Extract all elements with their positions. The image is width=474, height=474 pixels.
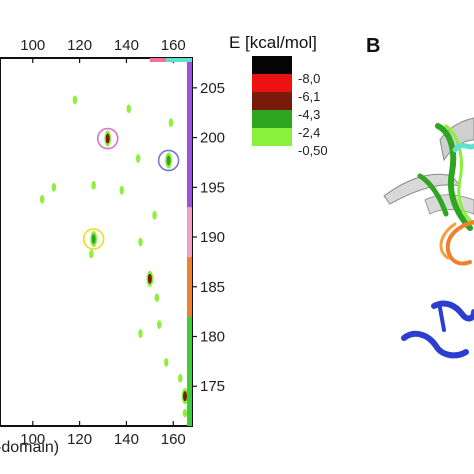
contact-core [168, 118, 174, 128]
contact-core [182, 391, 187, 402]
x-tick-label: 120 [67, 37, 92, 54]
legend-swatch [252, 74, 292, 92]
contact-core [119, 185, 124, 195]
contact-mark [72, 95, 78, 105]
x-tick-label: 140 [114, 431, 139, 448]
contact-core [39, 194, 45, 204]
contact-core [89, 249, 94, 259]
contact-core [178, 373, 183, 383]
contact-mark [181, 388, 189, 405]
legend-value: -0,50 [298, 143, 328, 158]
contact-core [105, 133, 110, 144]
contact-mark [154, 293, 160, 303]
contact-mark [146, 270, 154, 287]
contact-core [147, 273, 152, 284]
y-tick-label: 195 [200, 179, 225, 196]
contact-core [154, 293, 160, 303]
contact-mark [138, 237, 143, 247]
domain-segment [187, 316, 192, 426]
contact-mark [91, 180, 96, 190]
x-tick-label: 100 [20, 37, 45, 54]
contact-core [91, 234, 96, 245]
structure-panel: B [366, 35, 474, 359]
energy-legend: E [kcal/mol] -8,0 -6,1 -4,3 -2,4 -0,50 [229, 33, 328, 158]
contact-map-marks [39, 95, 189, 418]
legend-title: E [kcal/mol] [229, 33, 317, 52]
y-tick-label: 190 [200, 229, 225, 246]
x-tick-label: 140 [114, 37, 139, 54]
domain-segment [187, 256, 192, 317]
contact-mark [182, 408, 188, 418]
contact-core [135, 154, 141, 163]
contact-mark [168, 118, 174, 128]
x-tick-label: 100 [20, 431, 45, 448]
legend-value: -2,4 [298, 125, 320, 140]
contact-mark [89, 249, 94, 259]
domain-segment [166, 58, 192, 62]
contact-mark [51, 182, 57, 192]
domain-bar-top [149, 58, 192, 62]
domain-segment [187, 207, 192, 257]
contact-mark [119, 185, 124, 195]
contact-core [166, 155, 171, 166]
x-tick-label: 160 [161, 37, 186, 54]
panel-b-letter: B [366, 35, 380, 57]
x-tick-label: 160 [161, 431, 186, 448]
y-tick-label: 180 [200, 328, 225, 345]
contact-core [182, 408, 188, 418]
contact-mark [178, 373, 183, 383]
legend-value: -4,3 [298, 107, 320, 122]
contact-mark [82, 228, 105, 250]
contact-core [164, 357, 169, 367]
highlight-circle [82, 228, 105, 250]
y-tick-label: 185 [200, 279, 225, 296]
bottom-x-axis: 100 120 140 160 [20, 421, 186, 448]
contact-core [138, 237, 143, 247]
protein-structure-image [383, 117, 474, 359]
domain-segment [187, 58, 192, 208]
contact-core [51, 182, 57, 192]
contact-core [72, 95, 78, 105]
contact-core [91, 180, 96, 190]
legend-value: -8,0 [298, 71, 320, 86]
contact-core [138, 329, 143, 338]
y-tick-label: 200 [200, 130, 225, 147]
top-x-axis: 100 120 140 160 [20, 37, 186, 63]
x-axis-title: -domain) [0, 439, 59, 456]
highlight-circle [157, 149, 180, 172]
contact-map-panel: 100 120 140 160 100 120 140 160 205 200 195 190 18… [0, 37, 225, 456]
legend-entries: -8,0 -6,1 -4,3 -2,4 -0,50 [252, 56, 328, 158]
contact-mark [138, 329, 143, 338]
right-y-axis: 205 200 195 190 185 180 175 [192, 80, 225, 395]
x-tick-label: 120 [67, 431, 92, 448]
legend-swatch [252, 56, 292, 74]
contact-mark [39, 194, 45, 204]
contact-mark [96, 127, 119, 150]
legend-swatch [252, 128, 292, 146]
legend-swatch [252, 92, 292, 110]
contact-mark [157, 320, 162, 329]
legend-value: -6,1 [298, 89, 320, 104]
y-tick-label: 175 [200, 378, 225, 395]
contact-core [126, 104, 131, 114]
highlight-circle [96, 127, 119, 150]
contact-mark [164, 357, 169, 367]
contact-core [152, 210, 157, 220]
contact-mark [152, 210, 157, 220]
contact-mark [157, 149, 180, 172]
domain-bar-right [187, 58, 192, 426]
domain-segment [149, 58, 167, 62]
contact-mark [135, 154, 141, 163]
y-tick-label: 205 [200, 80, 225, 97]
legend-swatch [252, 110, 292, 128]
contact-core [157, 320, 162, 329]
contact-mark [126, 104, 131, 114]
